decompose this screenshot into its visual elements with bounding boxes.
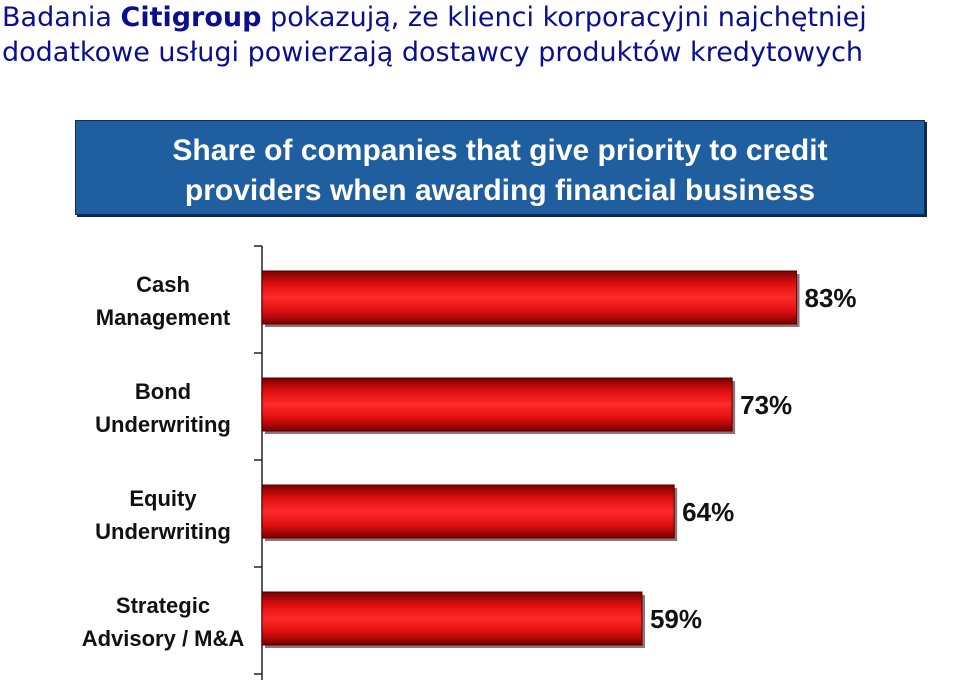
bar [261,270,798,325]
headline-line2: dodatkowe usługi powierzają dostawcy pro… [2,37,864,68]
bar-value-label: 59% [650,604,702,634]
bar-value-label: 64% [682,497,734,527]
category-label: Strategic [116,593,210,618]
headline-rest: pokazują, że klienci korporacyjni najchę… [261,2,867,33]
chart-title-banner: Share of companies that give priority to… [75,120,925,215]
category-label: Cash [136,272,190,297]
bar-chart: 83% Cash Management 73% Bond Underwriting 64% E… [82,245,857,680]
chart-title: Share of companies that give priority to… [76,131,924,211]
category-label: Advisory / M&A [82,626,245,651]
category-label: Management [96,305,231,330]
bar [261,377,733,432]
category-label: Underwriting [95,412,231,437]
category-label: Equity [129,486,197,511]
category-label: Bond [135,379,191,404]
bar-value-label: 73% [740,390,792,420]
chart-title-line-1: Share of companies that give priority to… [172,134,828,167]
headline-prefix: Badania [2,2,121,33]
page-headline: Badania Citigroup pokazują, że klienci k… [2,0,958,70]
bar [261,591,643,646]
headline-brand: Citigroup [120,2,262,33]
bar [261,484,675,539]
category-label: Underwriting [95,519,231,544]
chart-title-line-2: providers when awarding financial busine… [184,174,816,207]
bar-value-label: 83% [805,283,857,313]
